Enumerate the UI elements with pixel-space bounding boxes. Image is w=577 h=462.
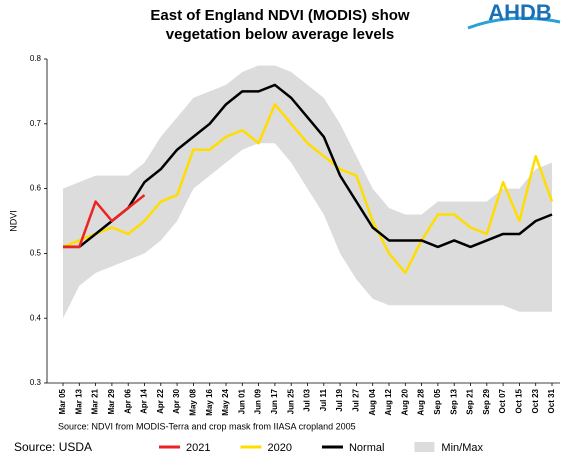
y-tick-label: 0.3 xyxy=(30,378,42,387)
x-tick-label: Aug 12 xyxy=(384,388,393,415)
x-tick-label: Sep 21 xyxy=(466,388,475,414)
y-axis-label: NDVI xyxy=(8,210,18,232)
logo: AHDB xyxy=(488,0,552,25)
y-tick-label: 0.4 xyxy=(30,313,42,322)
series-line xyxy=(63,83,553,249)
x-tick-label: Apr 14 xyxy=(140,388,149,413)
x-tick-label: Jul 27 xyxy=(352,388,361,411)
legend-label: Normal xyxy=(349,442,384,454)
x-tick-label: Oct 15 xyxy=(515,388,524,413)
y-tick-label: 0.5 xyxy=(30,249,42,258)
x-tick-label: Oct 31 xyxy=(547,388,556,413)
x-tick-label: May 08 xyxy=(189,388,198,415)
legend-label: 2020 xyxy=(267,442,291,454)
y-tick-label: 0.6 xyxy=(30,184,42,193)
x-tick-label: Mar 05 xyxy=(58,388,67,414)
series-line xyxy=(62,103,554,275)
series-line xyxy=(63,194,146,249)
legend-label: 2021 xyxy=(186,442,210,454)
x-tick-label: Apr 22 xyxy=(156,388,165,413)
x-tick-label: Apr 30 xyxy=(172,388,181,413)
x-tick-label: Apr 06 xyxy=(123,388,132,413)
y-tick-label: 0.8 xyxy=(30,54,42,63)
chart-title: vegetation below average levels xyxy=(166,26,394,43)
logo-swoosh xyxy=(467,16,561,30)
x-tick-label: Aug 28 xyxy=(417,388,426,415)
x-tick-label: Jun 25 xyxy=(286,388,295,414)
x-tick-label: Jul 11 xyxy=(319,388,328,411)
x-tick-label: Sep 05 xyxy=(433,388,442,414)
x-tick-label: Jun 17 xyxy=(270,388,279,414)
min-max-band xyxy=(63,65,552,319)
y-tick-label: 0.7 xyxy=(30,119,42,128)
chart-title: East of England NDVI (MODIS) show xyxy=(150,7,410,24)
x-tick-label: Oct 07 xyxy=(498,388,507,413)
x-tick-label: May 16 xyxy=(205,388,214,415)
x-tick-label: Aug 20 xyxy=(400,388,409,415)
x-tick-label: Jun 01 xyxy=(237,388,246,414)
x-tick-label: Jul 03 xyxy=(303,388,312,411)
x-tick-label: Oct 23 xyxy=(531,388,540,413)
x-tick-label: Aug 04 xyxy=(368,388,377,415)
source: Source: USDA xyxy=(14,440,92,454)
legend-swatch xyxy=(414,442,435,452)
x-tick-label: Mar 21 xyxy=(91,388,100,414)
x-tick-label: Mar 29 xyxy=(107,388,116,414)
x-tick-label: Mar 13 xyxy=(74,388,83,414)
x-tick-label: May 24 xyxy=(221,388,230,415)
x-tick-label: Sep 13 xyxy=(449,388,458,414)
x-tick-label: Sep 29 xyxy=(482,388,491,414)
legend-label: Min/Max xyxy=(441,442,483,454)
x-tick-label: Jul 19 xyxy=(335,388,344,411)
x-tick-label: Jun 09 xyxy=(254,388,263,414)
note: Source: NDVI from MODIS-Terra and crop m… xyxy=(58,421,356,431)
